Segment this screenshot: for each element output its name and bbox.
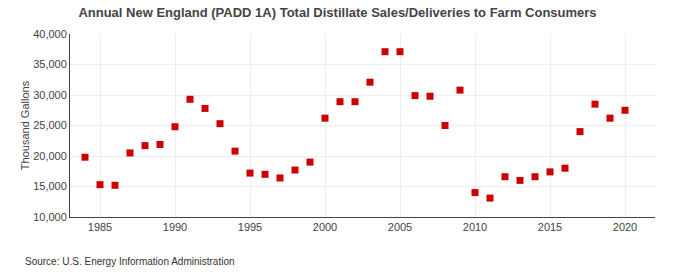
svg-text:30,000: 30,000 [33, 89, 67, 101]
svg-text:40,000: 40,000 [33, 28, 67, 40]
svg-text:25,000: 25,000 [33, 119, 67, 131]
svg-text:10,000: 10,000 [33, 211, 67, 223]
svg-text:Source: U.S. Energy Informatio: Source: U.S. Energy Information Administ… [25, 256, 235, 267]
svg-text:15,000: 15,000 [33, 180, 67, 192]
svg-text:2010: 2010 [463, 221, 487, 233]
svg-text:Thousand Gallons: Thousand Gallons [19, 80, 31, 170]
svg-text:2015: 2015 [538, 221, 562, 233]
svg-text:1990: 1990 [163, 221, 187, 233]
svg-text:20,000: 20,000 [33, 150, 67, 162]
svg-text:35,000: 35,000 [33, 58, 67, 70]
svg-text:Annual New England (PADD 1A) T: Annual New England (PADD 1A) Total Disti… [78, 5, 596, 20]
svg-text:1995: 1995 [238, 221, 262, 233]
svg-text:2020: 2020 [613, 221, 637, 233]
svg-text:1985: 1985 [88, 221, 112, 233]
svg-text:2000: 2000 [313, 221, 337, 233]
svg-text:2005: 2005 [388, 221, 412, 233]
